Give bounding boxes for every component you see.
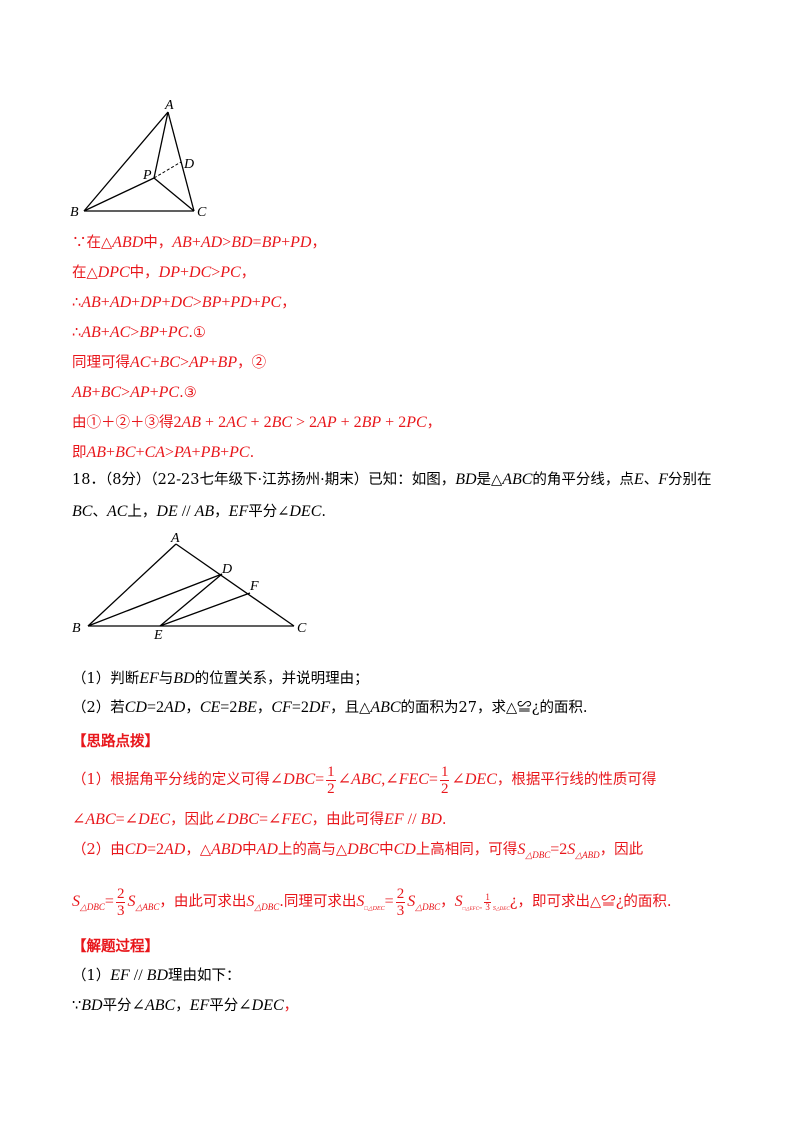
label-a: A [170,531,180,546]
proof-line-8: 即AB+BC+CA>PA+PB+PC. [72,444,255,461]
side-ac [175,543,295,627]
segment-ap [153,111,169,179]
segment-bd [87,573,223,627]
segment-de [159,573,223,627]
solution-line-2: ∵BD平分∠ABC，EF平分∠DEC， [72,997,299,1014]
proof-line-4: ∴AB+AC>BP+PC.① [72,324,206,341]
segment-bp [83,177,155,212]
label-f: F [249,579,259,594]
hint-line-3: （2）由CD=2AD，△ABD中AD上的高与△DBC中CD上高相同，可得S△DB… [72,841,644,860]
proof-line-5: 同理可得AC+BC>AP+BP，② [72,354,267,371]
label-c: C [297,621,307,636]
proof-line-3: ∴AB+AD+DP+DC>BP+PD+PC， [72,294,296,311]
hint-line-4: S△DBC= 2 3 S△ABC，由此可求出S△DBC.同理可求出S□△DEC= 2 3 S… [72,885,672,919]
hint-line-1: （1）根据角平分线的定义可得∠DBC= 1 2 ∠ABC,∠FEC= 1 2 ∠DEC，根据… [72,763,657,797]
label-c: C [197,205,207,220]
question-18-sub-1: （1）判断EF与BD的位置关系，并说明理由； [72,670,369,687]
question-18-sub-2: （2）若CD=2AD，CE=2BE，CF=2DF，且△ABC的面积为27，求△≌… [72,699,588,716]
side-ab [83,111,169,212]
segment-ef [159,592,251,627]
label-b: B [70,205,79,220]
solution-line-1: （1）EF // BD理由如下： [72,967,241,984]
hint-line-2: ∠ABC=∠DEC，因此∠DBC=∠FEC，由此可得EF // BD. [72,811,447,828]
side-ab [87,543,177,627]
proof-line-7: 由①＋②＋③得2AB + 2AC + 2BC > 2AP + 2BP + 2PC… [72,414,442,431]
label-a: A [164,98,174,113]
question-18-line-1: 18．（8分）（22-23七年级下·江苏扬州·期末）已知：如图，BD是△ABC的… [72,471,712,488]
proof-line-1: ∵在△ABD中，AB+AD>BD=BP+PD， [72,234,326,251]
segment-pc [153,177,195,212]
label-b: B [72,621,81,636]
label-e: E [153,628,163,643]
proof-line-6: AB+BC>AP+PC.③ [72,384,197,401]
label-d: D [183,157,194,172]
proof-line-2: 在△DPC中，DP+DC>PC， [72,264,256,281]
label-d: D [221,562,232,577]
figure-triangle-abc-point-p: A B C P D [70,98,207,220]
side-ac [167,111,195,212]
figure-triangle-abc-bisector: A B C D E F [72,531,307,643]
segment-pd-dashed [153,161,182,179]
hint-heading: 【思路点拨】 [72,733,159,750]
solution-heading: 【解题过程】 [72,938,159,955]
question-18-line-2: BC、AC上，DE // AB，EF平分∠DEC. [72,503,326,520]
label-p: P [142,168,152,183]
